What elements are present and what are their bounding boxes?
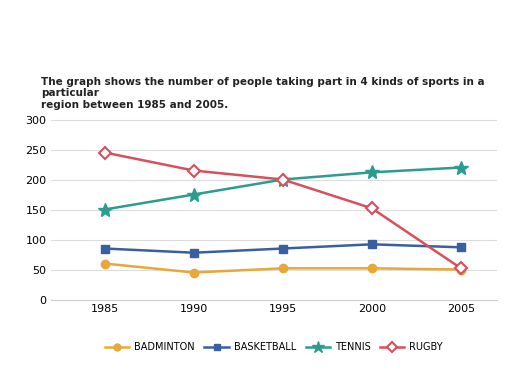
- Legend: BADMINTON, BASKETBALL, TENNIS, RUGBY: BADMINTON, BASKETBALL, TENNIS, RUGBY: [101, 338, 447, 356]
- Text: The graph shows the number of people taking part in 4 kinds of sports in a parti: The graph shows the number of people tak…: [41, 77, 484, 110]
